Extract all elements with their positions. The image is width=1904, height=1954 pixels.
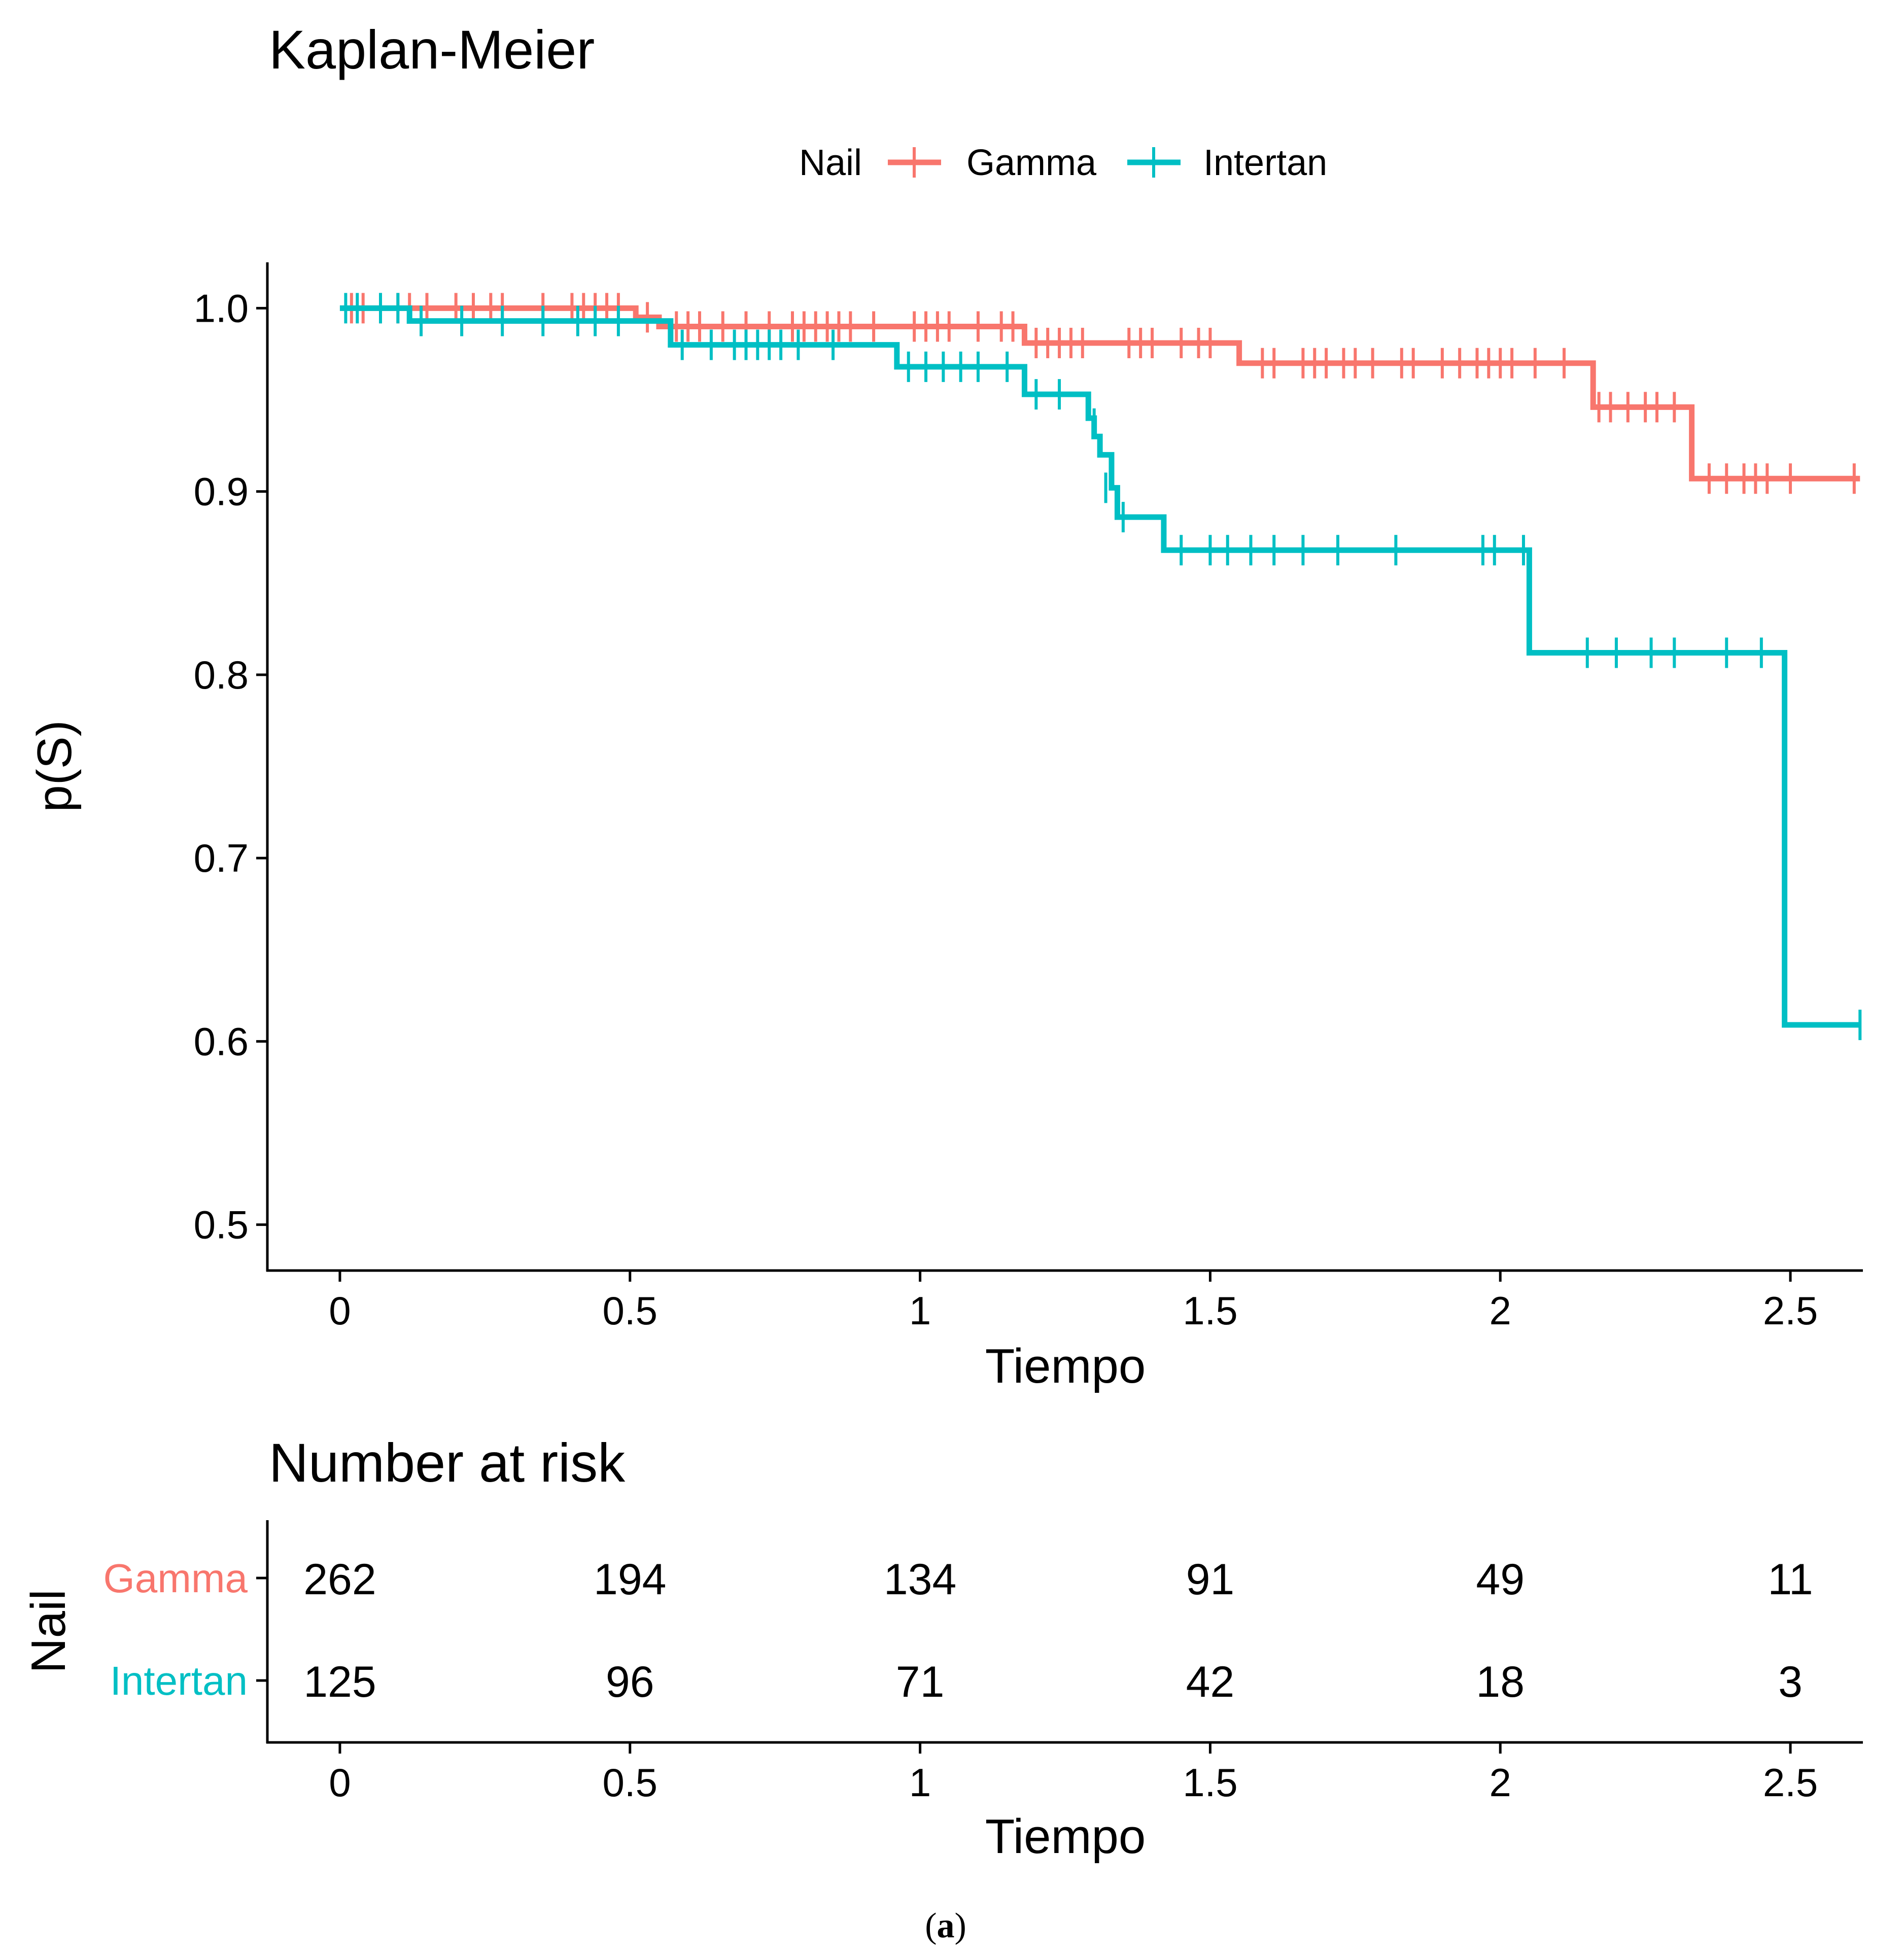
km-x-tick-label: 2.5	[1763, 1288, 1818, 1333]
risk-x-tick-label: 0	[329, 1760, 351, 1805]
risk-count-intertan: 96	[606, 1658, 654, 1706]
risk-x-ticks: 0 0.5 1 1.5 2 2.5	[329, 1742, 1818, 1805]
risk-row-label-intertan: Intertan	[110, 1658, 248, 1703]
caption-open: (	[925, 1906, 937, 1945]
km-x-tick-label: 1	[909, 1288, 931, 1333]
km-x-tick-label: 2	[1490, 1288, 1511, 1333]
km-y-tick-label: 1.0	[194, 286, 249, 330]
risk-x-tick-label: 1.5	[1183, 1760, 1237, 1805]
km-x-tick-label: 0	[329, 1288, 351, 1333]
km-x-axis-title: Tiempo	[985, 1339, 1146, 1393]
risk-count-intertan: 3	[1778, 1658, 1803, 1706]
km-axes	[266, 262, 1863, 1272]
risk-x-tick-label: 1	[909, 1760, 931, 1805]
risk-x-tick-label: 0.5	[603, 1760, 657, 1805]
km-x-tick-label: 1.5	[1183, 1288, 1237, 1333]
risk-table-title: Number at risk	[269, 1432, 626, 1493]
km-series-intertan	[339, 293, 1862, 1040]
risk-axes	[266, 1520, 1863, 1744]
km-y-tick-label: 0.6	[194, 1019, 249, 1064]
risk-count-gamma: 262	[303, 1555, 376, 1604]
risk-x-tick-label: 2	[1490, 1760, 1511, 1805]
legend-key-gamma	[888, 147, 941, 178]
risk-count-intertan: 71	[896, 1658, 945, 1706]
risk-count-intertan: 125	[303, 1658, 376, 1706]
km-y-tick-label: 0.8	[194, 653, 249, 697]
km-plot-title: Kaplan-Meier	[269, 19, 595, 80]
legend-label-gamma: Gamma	[966, 143, 1097, 183]
risk-count-intertan: 42	[1186, 1658, 1235, 1706]
legend-label-intertan: Intertan	[1203, 143, 1327, 183]
risk-row-label-gamma: Gamma	[103, 1556, 248, 1601]
risk-count-intertan: 18	[1476, 1658, 1525, 1706]
km-y-axis-title: p(S)	[27, 720, 82, 812]
risk-count-gamma: 11	[1768, 1555, 1813, 1604]
km-y-ticks: 0.5 0.6 0.7 0.8 0.9 1.0	[194, 286, 267, 1247]
risk-y-axis-title: Nail	[21, 1589, 76, 1673]
km-x-ticks: 0 0.5 1 1.5 2 2.5	[329, 1271, 1818, 1333]
km-y-tick-label: 0.7	[194, 836, 249, 880]
km-line-intertan	[339, 305, 1860, 1028]
risk-count-gamma: 49	[1476, 1555, 1525, 1604]
caption-letter: a	[937, 1906, 955, 1945]
risk-x-axis-title: Tiempo	[985, 1809, 1146, 1864]
caption-close: )	[955, 1906, 966, 1945]
km-x-tick-label: 0.5	[603, 1288, 657, 1333]
risk-x-tick-label: 2.5	[1763, 1760, 1818, 1805]
legend-key-intertan	[1127, 147, 1181, 178]
km-legend: Nail Gamma Intertan	[799, 143, 1327, 183]
risk-count-gamma: 91	[1186, 1555, 1235, 1604]
risk-count-gamma: 194	[594, 1555, 667, 1604]
risk-rows: Gamma 262 194 134 91 49 11 Intertan 125 96 71 42 18 3	[103, 1555, 1813, 1706]
legend-title: Nail	[799, 143, 862, 183]
figure-caption: (a)	[925, 1906, 966, 1945]
km-series-group	[339, 293, 1862, 1040]
km-y-tick-label: 0.5	[194, 1203, 249, 1247]
risk-count-gamma: 134	[884, 1555, 957, 1604]
km-y-tick-label: 0.9	[194, 469, 249, 514]
